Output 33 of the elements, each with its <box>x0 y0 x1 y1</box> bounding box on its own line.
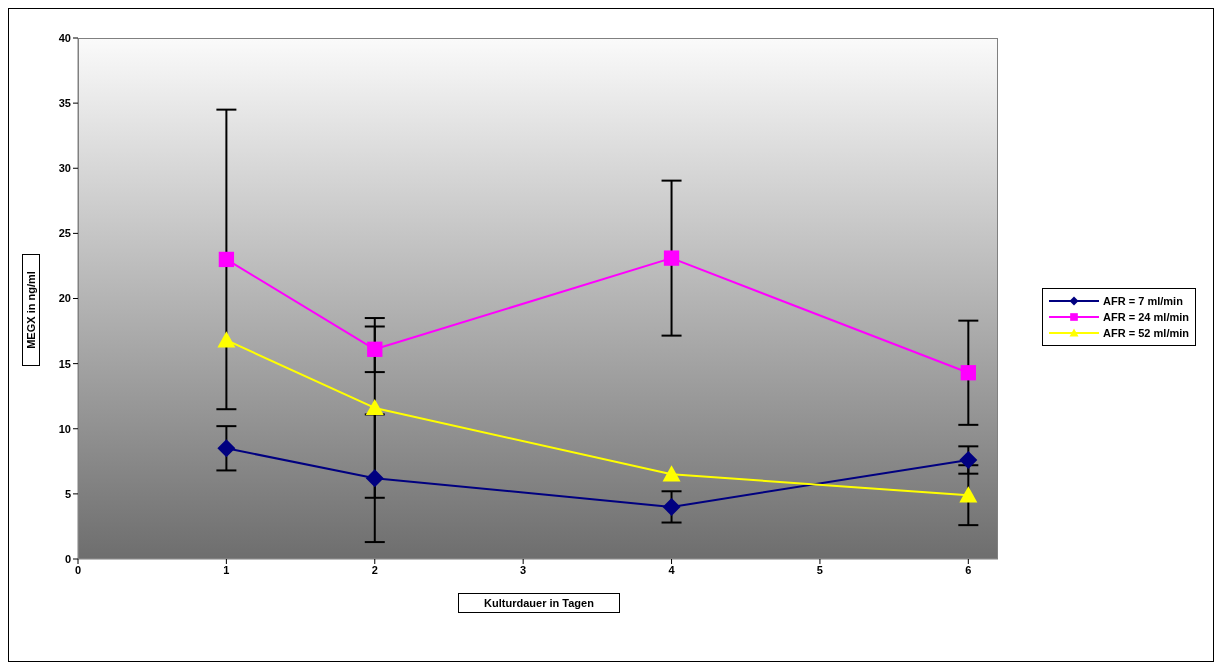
y-tick-label: 0 <box>64 552 71 565</box>
y-axis-title: MEGX in ng/ml <box>22 253 40 366</box>
point <box>367 341 383 357</box>
x-tick-label: 3 <box>520 563 527 576</box>
point <box>663 250 680 266</box>
point <box>662 497 681 516</box>
x-tick-label: 2 <box>371 563 378 576</box>
y-tick-label: 25 <box>58 227 71 240</box>
x-axis-title: Kulturdauer in Tagen <box>458 593 620 613</box>
point <box>217 331 236 348</box>
y-tick-label: 15 <box>58 357 71 370</box>
point <box>959 486 978 503</box>
x-tick-label: 0 <box>74 563 82 576</box>
x-tick-label: 5 <box>816 563 823 576</box>
y-tick-label: 30 <box>58 162 71 175</box>
point <box>662 465 681 482</box>
point <box>365 398 384 416</box>
point <box>217 439 236 458</box>
point <box>365 469 384 488</box>
y-tick-label: 35 <box>58 97 71 110</box>
x-tick-label: 6 <box>965 563 972 576</box>
x-tick-label: 1 <box>223 563 230 576</box>
y-tick-label: 40 <box>58 31 71 44</box>
legend-label: AFR = 52 ml/min <box>1103 327 1189 339</box>
point <box>960 365 976 381</box>
legend-label: AFR = 7 ml/min <box>1103 295 1183 307</box>
y-tick-label: 10 <box>58 422 71 435</box>
y-tick-label: 5 <box>64 487 71 500</box>
point <box>218 251 235 268</box>
legend-label: AFR = 24 ml/min <box>1103 311 1189 323</box>
point <box>959 451 978 470</box>
y-tick-label: 20 <box>58 292 71 305</box>
x-tick-label: 4 <box>668 563 676 576</box>
